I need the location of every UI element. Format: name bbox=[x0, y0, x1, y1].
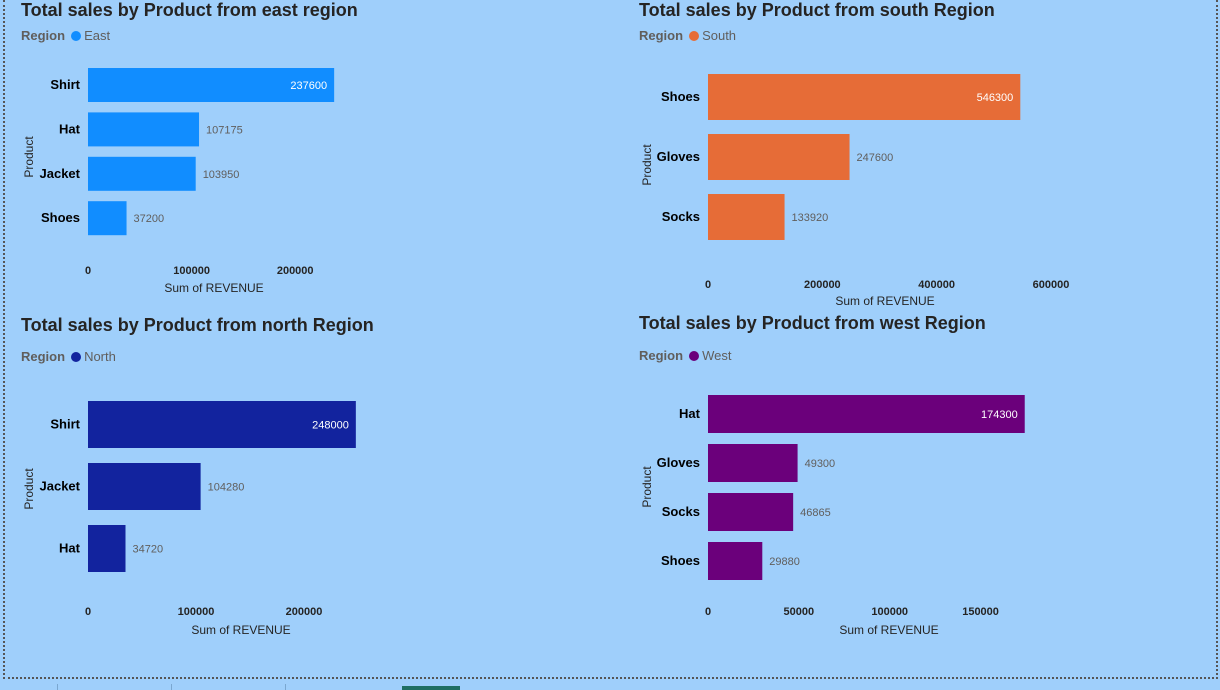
legend-item[interactable]: East bbox=[84, 28, 111, 43]
data-label: 46865 bbox=[800, 507, 831, 519]
legend-item[interactable]: North bbox=[84, 349, 116, 364]
report-canvas-border bbox=[3, 0, 1218, 679]
x-axis-title: Sum of REVENUE bbox=[835, 294, 934, 308]
bar[interactable] bbox=[88, 112, 200, 147]
category-label: Jacket bbox=[40, 166, 81, 181]
x-axis-title: Sum of REVENUE bbox=[164, 281, 263, 295]
data-label: 49300 bbox=[805, 458, 836, 470]
x-tick-label: 200000 bbox=[277, 265, 314, 277]
y-axis-title: Product bbox=[640, 466, 654, 508]
chart-east[interactable]: Total sales by Product from east region … bbox=[21, 0, 581, 305]
legend: Region North bbox=[21, 349, 116, 364]
page-tab-divider bbox=[285, 684, 286, 690]
chart-north[interactable]: Total sales by Product from north Region… bbox=[21, 315, 581, 645]
bar[interactable] bbox=[708, 395, 1025, 433]
bar[interactable] bbox=[708, 134, 850, 180]
legend: Region East bbox=[21, 28, 110, 43]
x-tick-label: 0 bbox=[705, 279, 711, 291]
chart-title: Total sales by Product from north Region bbox=[21, 315, 374, 335]
x-tick-label: 100000 bbox=[178, 606, 215, 618]
y-axis-title: Product bbox=[22, 468, 36, 510]
active-page-tab[interactable] bbox=[402, 686, 460, 690]
bar[interactable] bbox=[708, 194, 785, 240]
data-label: 107175 bbox=[206, 124, 243, 136]
legend-dot bbox=[71, 31, 82, 41]
bar-chart-svg: Hat 174300 Gloves 49300 Socks 46865 Shoes 29880… bbox=[640, 395, 1025, 637]
page-tab-divider bbox=[57, 684, 58, 690]
bar[interactable] bbox=[88, 525, 126, 572]
x-tick-label: 200000 bbox=[804, 279, 841, 291]
data-label: 237600 bbox=[290, 80, 327, 92]
data-label: 546300 bbox=[977, 92, 1014, 104]
x-tick-label: 0 bbox=[705, 606, 711, 618]
category-label: Socks bbox=[662, 209, 700, 224]
chart-title: Total sales by Product from east region bbox=[21, 0, 358, 20]
data-label: 29880 bbox=[769, 556, 800, 568]
data-label: 104280 bbox=[208, 482, 245, 494]
y-axis-title: Product bbox=[640, 144, 654, 186]
category-label: Hat bbox=[59, 541, 81, 556]
y-axis-title: Product bbox=[22, 136, 36, 178]
legend: Region South bbox=[639, 28, 736, 43]
x-tick-label: 150000 bbox=[962, 606, 999, 618]
category-label: Gloves bbox=[657, 149, 700, 164]
data-label: 37200 bbox=[134, 213, 165, 225]
x-tick-label: 400000 bbox=[918, 279, 955, 291]
legend-title: Region bbox=[21, 28, 66, 43]
bar[interactable] bbox=[708, 74, 1021, 120]
x-tick-label: 100000 bbox=[173, 265, 210, 277]
legend-title: Region bbox=[21, 349, 66, 364]
category-label: Hat bbox=[679, 406, 701, 421]
bar[interactable] bbox=[88, 201, 127, 236]
bar[interactable] bbox=[708, 444, 798, 482]
chart-west[interactable]: Total sales by Product from west Region … bbox=[639, 313, 1209, 645]
bar[interactable] bbox=[88, 401, 356, 448]
page-tab-divider bbox=[171, 684, 172, 690]
legend: Region West bbox=[639, 348, 731, 363]
category-label: Gloves bbox=[657, 455, 700, 470]
chart-south[interactable]: Total sales by Product from south Region… bbox=[639, 0, 1209, 315]
category-label: Shoes bbox=[41, 210, 80, 225]
x-tick-label: 50000 bbox=[784, 606, 815, 618]
category-label: Hat bbox=[59, 121, 81, 136]
bar[interactable] bbox=[88, 68, 335, 102]
legend-item[interactable]: West bbox=[702, 348, 732, 363]
data-label: 133920 bbox=[792, 212, 829, 224]
legend-dot bbox=[71, 352, 82, 362]
bar-chart-svg: Shirt 237600 Hat 107175 Jacket 103950 Shoes 372… bbox=[22, 68, 335, 295]
category-label: Socks bbox=[662, 504, 700, 519]
bar-chart-svg: Shirt 248000 Jacket 104280 Hat 34720 0 100000 20… bbox=[22, 401, 356, 637]
category-label: Jacket bbox=[40, 479, 81, 494]
x-tick-label: 0 bbox=[85, 606, 91, 618]
page-tab-strip bbox=[0, 683, 1220, 690]
bar[interactable] bbox=[88, 156, 196, 191]
category-label: Shoes bbox=[661, 553, 700, 568]
data-label: 174300 bbox=[981, 409, 1018, 421]
category-label: Shoes bbox=[661, 89, 700, 104]
chart-title: Total sales by Product from west Region bbox=[639, 313, 986, 333]
category-label: Shirt bbox=[50, 77, 80, 92]
data-label: 34720 bbox=[132, 544, 163, 556]
bar-chart-svg: Shoes 546300 Gloves 247600 Socks 133920 0 20000… bbox=[640, 74, 1070, 308]
bar[interactable] bbox=[88, 463, 201, 510]
data-label: 103950 bbox=[203, 169, 240, 181]
legend-title: Region bbox=[639, 348, 684, 363]
x-axis-title: Sum of REVENUE bbox=[839, 623, 938, 637]
chart-title: Total sales by Product from south Region bbox=[639, 0, 995, 20]
x-tick-label: 0 bbox=[85, 265, 91, 277]
bar[interactable] bbox=[708, 542, 763, 580]
x-tick-label: 200000 bbox=[286, 606, 323, 618]
x-axis-title: Sum of REVENUE bbox=[191, 623, 290, 637]
legend-dot bbox=[689, 31, 700, 41]
legend-dot bbox=[689, 351, 700, 361]
legend-item[interactable]: South bbox=[702, 28, 737, 43]
category-label: Shirt bbox=[50, 417, 80, 432]
bar[interactable] bbox=[708, 493, 794, 531]
x-tick-label: 600000 bbox=[1033, 279, 1070, 291]
data-label: 248000 bbox=[312, 420, 349, 432]
legend-title: Region bbox=[639, 28, 684, 43]
data-label: 247600 bbox=[857, 152, 894, 164]
x-tick-label: 100000 bbox=[871, 606, 908, 618]
